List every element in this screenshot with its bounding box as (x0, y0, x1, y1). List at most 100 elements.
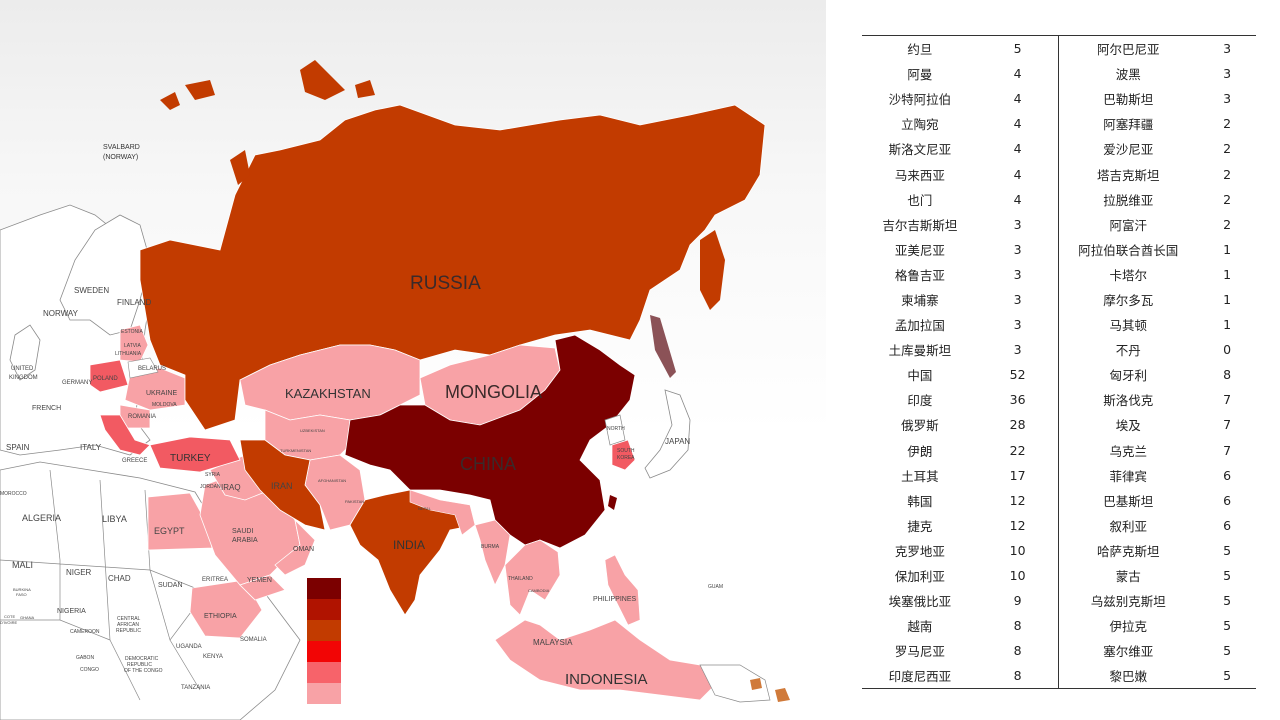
country-name-cell: 罗马尼亚 (894, 644, 945, 660)
count-cell: 3 (1013, 216, 1022, 232)
country-name-cell: 中国 (907, 368, 933, 384)
country-name-cell: 伊朗 (907, 443, 933, 459)
country-name-cell: 马其顿 (1057, 312, 1199, 338)
label-jordan: JORDAN (200, 484, 221, 490)
country-name-cell: 哈萨克斯坦 (1057, 537, 1199, 563)
label-latvia: LATVIA (124, 343, 142, 349)
country-name-cell: 捷克 (907, 518, 933, 534)
count-cell: 5 (1223, 643, 1232, 659)
count-cell: 3 (1013, 266, 1022, 282)
label-somalia: SOMALIA (240, 637, 267, 643)
label-algeria: ALGERIA (22, 513, 61, 523)
count-cell: 6 (1223, 467, 1232, 483)
count-cell: 5 (1013, 41, 1022, 57)
table-row: 越南 8 伊拉克 5 (862, 613, 1256, 639)
choropleth-map: SVALBARD (NORWAY) SWEDEN FINLAND NORWAY … (0, 0, 826, 720)
country-count-table-container: 约旦 5 阿尔巴尼亚 3 阿曼 4 波黑 3 沙特阿拉伯 4 巴勒斯坦 3 立陶宛 4 阿塞拜疆 2 斯洛文尼亚… (862, 35, 1256, 690)
label-ghana: GHANA (20, 615, 35, 620)
country-name-cell: 吉尔吉斯斯坦 (882, 217, 958, 233)
label-nigeria: NIGERIA (57, 608, 86, 615)
country-name-cell: 波黑 (1057, 61, 1199, 87)
island-new-guinea (699, 664, 771, 703)
count-cell: 52 (1009, 367, 1026, 383)
label-greece: GREECE (122, 458, 147, 464)
country-thailand-cambodia-vietnam (504, 539, 561, 616)
count-cell: 7 (1223, 392, 1232, 408)
country-name-cell: 韩国 (907, 493, 933, 509)
label-uganda: UGANDA (176, 644, 202, 650)
label-uk: UNITED (11, 366, 34, 372)
label-finland: FINLAND (117, 298, 151, 307)
label-philippines: PHILIPPINES (593, 596, 637, 603)
count-cell: 2 (1223, 191, 1232, 207)
label-poland: POLAND (93, 376, 118, 382)
country-name-cell: 伊拉克 (1057, 613, 1199, 639)
label-sweden: SWEDEN (74, 286, 109, 295)
table-row: 也门 4 拉脱维亚 2 (862, 186, 1256, 212)
table-row: 孟加拉国 3 马其顿 1 (862, 312, 1256, 338)
country-oman (274, 518, 316, 576)
label-svalbard-sub: (NORWAY) (103, 154, 138, 161)
country-name-cell: 巴基斯坦 (1057, 487, 1199, 513)
country-name-cell: 斯洛伐克 (1057, 387, 1199, 413)
count-cell: 7 (1223, 442, 1232, 458)
table-row: 吉尔吉斯斯坦 3 阿富汗 2 (862, 211, 1256, 237)
country-name-cell: 阿拉伯联合酋长国 (1057, 236, 1199, 262)
table-row: 约旦 5 阿尔巴尼亚 3 (862, 35, 1256, 62)
island-taiwan (608, 495, 617, 510)
count-cell: 1 (1223, 241, 1232, 257)
country-name-cell: 不丹 (1057, 337, 1199, 363)
country-name-cell: 亚美尼亚 (894, 242, 945, 258)
table-row: 印度尼西亚 8 黎巴嫩 5 (862, 663, 1256, 689)
country-balkans (99, 414, 151, 456)
country-name-cell: 土耳其 (901, 468, 939, 484)
table-row: 土耳其 17 菲律宾 6 (862, 462, 1256, 488)
count-cell: 4 (1013, 91, 1022, 107)
count-cell: 28 (1009, 417, 1026, 433)
country-name-cell: 印度 (907, 393, 933, 409)
count-cell: 4 (1013, 166, 1022, 182)
label-car-sub: AFRICAN (117, 622, 139, 628)
country-name-cell: 摩尔多瓦 (1057, 286, 1199, 313)
country-south-korea (611, 439, 636, 471)
count-cell: 9 (1013, 593, 1022, 609)
count-cell: 4 (1013, 116, 1022, 132)
table-row: 捷克 12 叙利亚 6 (862, 512, 1256, 538)
count-cell: 5 (1223, 593, 1232, 609)
country-name-cell: 塞尔维亚 (1057, 638, 1199, 664)
label-congo: CONGO (80, 667, 99, 673)
country-yemen (239, 574, 286, 601)
country-north-korea (604, 414, 626, 446)
table-row: 伊朗 22 乌克兰 7 (862, 437, 1256, 463)
label-romania: ROMANIA (128, 414, 156, 420)
label-pakistan: PAKISTAN (345, 499, 364, 504)
count-cell: 8 (1013, 643, 1022, 659)
label-cameroon: CAMEROON (70, 629, 100, 635)
label-niger: NIGER (66, 568, 92, 577)
table-row: 斯洛文尼亚 4 爱沙尼亚 2 (862, 136, 1256, 162)
count-cell: 2 (1223, 166, 1232, 182)
country-name-cell: 乌兹别克斯坦 (1057, 588, 1199, 614)
table-row: 中国 52 匈牙利 8 (862, 362, 1256, 388)
label-norway: NORWAY (43, 309, 79, 318)
label-germany: GERMANY (62, 380, 92, 386)
label-turkmenistan: TURKMENISTAN (280, 448, 311, 453)
count-cell: 17 (1009, 467, 1026, 483)
count-cell: 1 (1223, 291, 1232, 307)
label-oman: OMAN (293, 546, 314, 553)
label-south-korea: SOUTH (617, 448, 635, 454)
count-cell: 2 (1223, 141, 1232, 157)
table-row: 土库曼斯坦 3 不丹 0 (862, 337, 1256, 363)
country-name-cell: 保加利亚 (894, 569, 945, 585)
country-turkey (149, 436, 241, 473)
country-poland (89, 359, 129, 393)
label-saudi-sub: ARABIA (232, 537, 258, 544)
count-cell: 6 (1223, 492, 1232, 508)
country-belarus (127, 357, 159, 379)
label-cambodia: CAMBODIA (528, 588, 550, 593)
count-cell: 3 (1013, 291, 1022, 307)
country-name-cell: 约旦 (907, 42, 933, 58)
label-cote: COTE (4, 614, 15, 619)
legend-swatch (307, 599, 341, 620)
country-philippines (604, 554, 641, 626)
